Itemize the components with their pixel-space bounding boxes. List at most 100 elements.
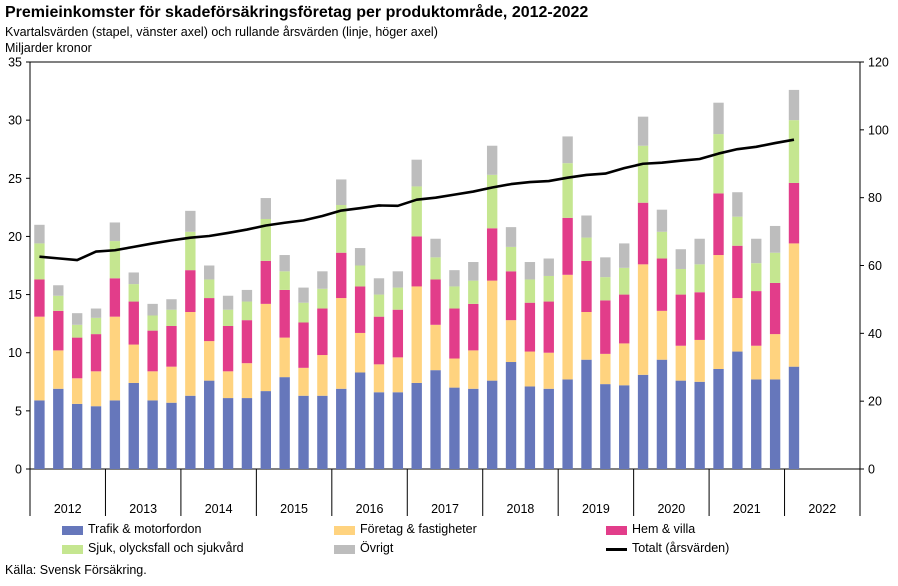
bar-segment: [128, 301, 139, 345]
bar-segment: [788, 243, 800, 367]
bar-segment: [694, 264, 705, 293]
bar-segment: [241, 320, 253, 364]
bar-segment: [675, 294, 686, 346]
bar-segment: [505, 362, 517, 469]
bar-segment: [411, 159, 422, 187]
x-tick-label: 2012: [54, 502, 82, 516]
bar-segment: [241, 289, 253, 302]
bar-segment: [656, 310, 668, 360]
bar-segment: [769, 379, 781, 469]
bar-segment: [751, 238, 762, 264]
bar-segment: [109, 400, 121, 469]
bar-segment: [279, 255, 290, 272]
bar-segment: [619, 267, 630, 295]
bar-segment: [430, 238, 441, 258]
bar-segment: [241, 301, 253, 321]
x-tick-label: 2021: [733, 502, 761, 516]
legend-swatch: [334, 526, 355, 535]
bar-segment: [788, 366, 800, 469]
bar-segment: [373, 278, 385, 295]
y2-tick-label: 40: [868, 327, 882, 341]
bar-segment: [751, 345, 762, 380]
bar-segment: [543, 352, 554, 389]
legend-swatch: [62, 526, 83, 535]
bar-segment: [260, 260, 271, 304]
bar-segment: [713, 193, 724, 256]
bar-segment: [486, 280, 498, 381]
bar-segment: [373, 392, 385, 469]
bar-segment: [222, 371, 234, 399]
bar-segment: [581, 260, 592, 313]
bar-segment: [109, 241, 121, 279]
bar-segment: [204, 380, 215, 469]
bar-segment: [71, 403, 83, 469]
y2-tick-label: 80: [868, 191, 882, 205]
bar-segment: [675, 380, 686, 469]
bar-segment: [53, 295, 64, 311]
bar-segment: [486, 145, 498, 175]
bar-segment: [411, 382, 422, 469]
bar-segment: [185, 395, 196, 469]
bar-segment: [185, 312, 196, 396]
chart-subtitle: Kvartalsvärden (stapel, vänster axel) oc…: [5, 25, 438, 39]
bar-segment: [298, 302, 309, 323]
bar-segment: [204, 265, 215, 280]
bar-segment: [656, 258, 668, 311]
legend-label: Totalt (årsvärden): [632, 541, 730, 555]
bar-segment: [581, 215, 592, 238]
bar-segment: [166, 309, 177, 326]
bar-segment: [562, 217, 573, 275]
bar-segment: [468, 303, 479, 351]
bar-segment: [486, 228, 498, 281]
bar-segment: [34, 243, 45, 280]
legend-line-swatch: [606, 548, 627, 551]
bar-segment: [543, 275, 554, 302]
bar-segment: [468, 388, 479, 469]
legend-swatch: [606, 526, 627, 535]
bar-segment: [600, 277, 611, 301]
bar-segment: [637, 264, 649, 375]
bar-segment: [637, 202, 649, 265]
bar-segment: [524, 386, 536, 469]
x-tick-label: 2015: [280, 502, 308, 516]
bar-segment: [128, 344, 139, 383]
bar-segment: [430, 279, 441, 325]
bar-segment: [505, 271, 517, 321]
bar-segment: [298, 322, 309, 368]
bar-segment: [317, 308, 328, 356]
bar-segment: [354, 286, 366, 333]
x-tick-label: 2017: [431, 502, 459, 516]
bar-segment: [656, 231, 668, 259]
bar-segment: [449, 308, 460, 359]
bar-segment: [392, 392, 404, 469]
bar-segment: [543, 301, 554, 353]
x-tick-label: 2022: [808, 502, 836, 516]
y-tick-label: 35: [8, 56, 22, 70]
bar-segment: [619, 385, 630, 469]
bar-segment: [543, 258, 554, 276]
bar-segment: [336, 298, 347, 389]
bar-segment: [241, 398, 253, 469]
bar-segment: [147, 330, 158, 372]
bar-segment: [637, 374, 649, 469]
bar-segment: [600, 257, 611, 278]
bar-segment: [694, 381, 705, 469]
bar-segment: [279, 271, 290, 290]
bar-segment: [600, 353, 611, 385]
bar-segment: [109, 222, 121, 242]
bar-segment: [788, 120, 800, 183]
bar-segment: [147, 400, 158, 469]
bar-segment: [524, 302, 536, 352]
bar-segment: [619, 343, 630, 386]
bar-segment: [788, 182, 800, 244]
bar-segment: [581, 237, 592, 261]
bar-segment: [373, 316, 385, 365]
bar-segment: [524, 351, 536, 387]
bar-segment: [336, 388, 347, 469]
bar-segment: [468, 262, 479, 281]
bar-segment: [90, 334, 102, 372]
bar-segment: [147, 303, 158, 316]
bar-segment: [468, 350, 479, 389]
source-note: Källa: Svensk Försäkring.: [5, 563, 147, 577]
